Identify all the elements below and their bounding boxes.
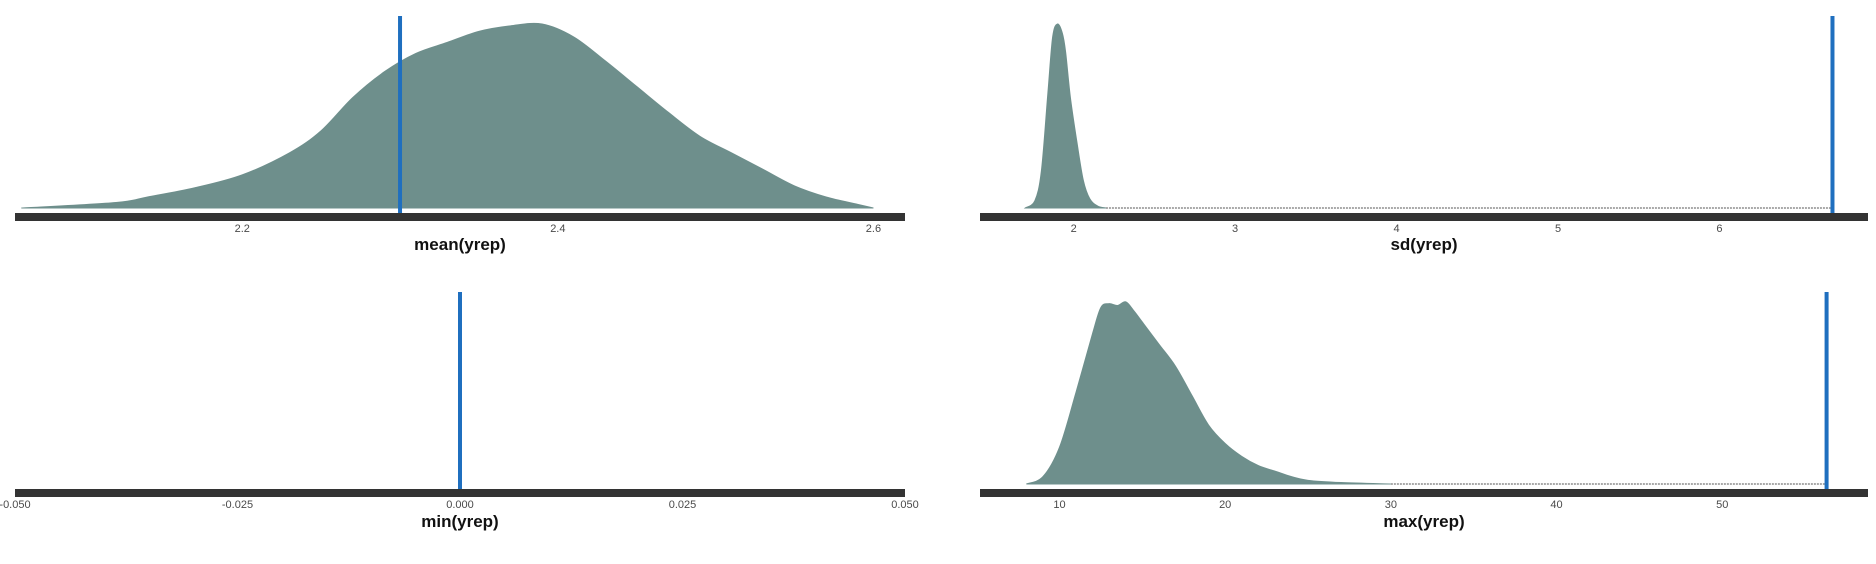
- x-axis-title: min(yrep): [421, 512, 498, 531]
- x-tick-label: 0.000: [446, 499, 474, 511]
- x-axis-title: max(yrep): [1383, 512, 1464, 531]
- x-tick-label: 5: [1555, 223, 1561, 235]
- x-tick-label: 2.4: [550, 223, 565, 235]
- x-tick-label: -0.050: [0, 499, 31, 511]
- yrep-density-area: [21, 22, 874, 209]
- yrep-density-area: [1026, 301, 1391, 485]
- x-tick-label: -0.025: [222, 499, 253, 511]
- x-tick-label: 4: [1393, 223, 1399, 235]
- x-tick-label: 2: [1071, 223, 1077, 235]
- x-axis-line: [15, 213, 905, 221]
- x-axis-line: [980, 489, 1868, 497]
- x-tick-label: 0.050: [891, 499, 919, 511]
- x-axis-line: [980, 213, 1868, 221]
- x-tick-label: 10: [1053, 499, 1065, 511]
- panel-2: 2 3 4 5 6 sd(yrep): [980, 16, 1868, 254]
- x-tick-label: 3: [1232, 223, 1238, 235]
- x-axis-title: mean(yrep): [414, 235, 506, 254]
- panel-3: -0.050 -0.025 0.000 0.025 0.050 min(yrep): [0, 292, 919, 531]
- x-tick-label: 30: [1385, 499, 1397, 511]
- x-axis-title: sd(yrep): [1390, 235, 1457, 254]
- x-tick-label: 20: [1219, 499, 1231, 511]
- x-tick-label: 50: [1716, 499, 1728, 511]
- x-tick-label: 0.025: [669, 499, 697, 511]
- x-tick-label: 2.6: [866, 223, 881, 235]
- panel-4: 10 20 30 40 50 max(yrep): [980, 292, 1868, 531]
- panel-1: 2.2 2.4 2.6 mean(yrep): [15, 16, 905, 254]
- x-tick-label: 40: [1550, 499, 1562, 511]
- x-tick-label: 6: [1716, 223, 1722, 235]
- x-tick-label: 2.2: [235, 223, 250, 235]
- x-axis-line: [15, 489, 905, 497]
- yrep-density-area: [1023, 23, 1107, 209]
